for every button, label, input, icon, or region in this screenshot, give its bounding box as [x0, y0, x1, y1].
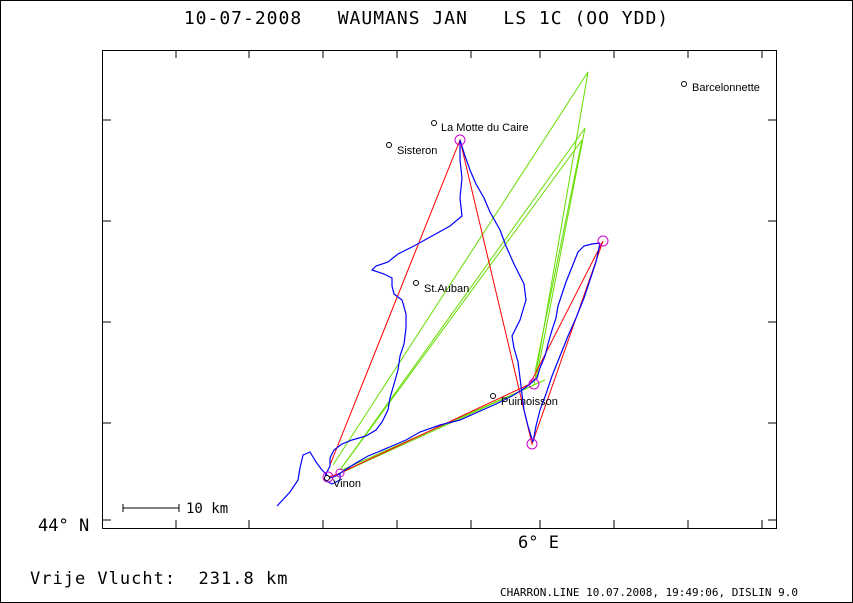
map-plot-area: [102, 50, 777, 529]
turnpoint-marker: [454, 134, 466, 146]
place-marker: [681, 81, 687, 87]
left-ticks: [102, 119, 111, 521]
map-title: 10-07-2008 WAUMANS JAN LS 1C (OO YDD): [183, 8, 670, 29]
bottom-ticks: [175, 520, 763, 529]
place-label-st-auban: St.Auban: [424, 283, 469, 295]
latitude-label: 44° N: [38, 516, 90, 536]
place-marker: [413, 280, 419, 286]
place-label-vinon: Vinon: [333, 478, 361, 490]
place-marker: [324, 475, 330, 481]
turnpoint-marker: [335, 468, 345, 478]
turnpoint-marker: [528, 378, 540, 390]
gps-track: [276, 139, 601, 507]
top-ticks: [175, 50, 763, 58]
place-marker: [386, 142, 392, 148]
distance-label: Vrije Vlucht:: [30, 569, 177, 589]
turnpoint-marker: [526, 438, 538, 450]
footer-info: CHARRON.LINE 10.07.2008, 19:49:06, DISLI…: [500, 586, 799, 599]
place-label-barcelonnette: Barcelonnette: [692, 82, 760, 94]
place-marker: [490, 393, 496, 399]
places: Barcelonnette La Motte du Caire Sisteron…: [324, 81, 760, 490]
right-ticks: [768, 119, 777, 521]
task-route: [324, 138, 604, 479]
turnpoint-marker: [597, 235, 609, 247]
place-label-sisteron: Sisteron: [397, 145, 437, 157]
turnpoints: [322, 134, 609, 483]
scale-bar-label: 10 km: [186, 501, 228, 517]
scale-bar: 10 km: [122, 501, 228, 517]
turnpoint-marker: [322, 471, 334, 483]
place-marker: [431, 120, 437, 126]
free-flight-distance: Vrije Vlucht: 231.8 km: [30, 569, 288, 589]
longitude-label: 6° E: [518, 533, 559, 553]
distance-value: 231.8 km: [198, 569, 289, 589]
optimized-route: [332, 71, 589, 473]
place-label-la-motte-du-caire: La Motte du Caire: [441, 122, 528, 134]
place-label-puimoisson: Puimoisson: [501, 396, 558, 408]
